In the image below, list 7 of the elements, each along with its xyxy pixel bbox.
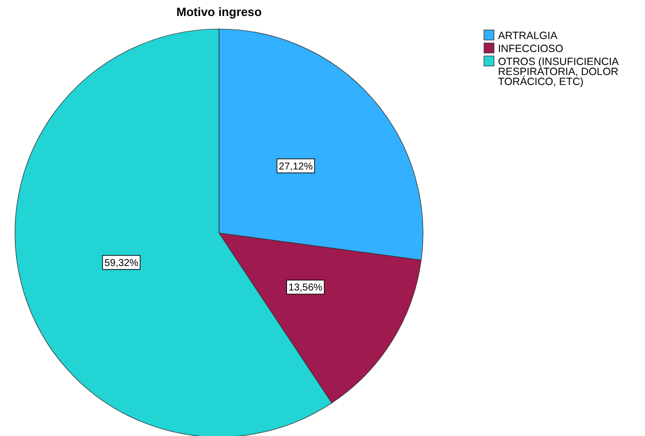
data-label: 27,12% (278, 161, 313, 172)
data-label: 59,32% (104, 258, 138, 269)
legend-label: INFECCIOSO (498, 43, 564, 55)
legend-label: OTROS (INSUFICIENCIA RESPIRATORIA, DOLOR TORÁCICO, ETC) (498, 56, 619, 88)
chart-title: Motivo ingreso (176, 5, 262, 19)
legend-label: ARTRALGIA (498, 30, 558, 42)
data-label: 13,56% (288, 282, 323, 294)
